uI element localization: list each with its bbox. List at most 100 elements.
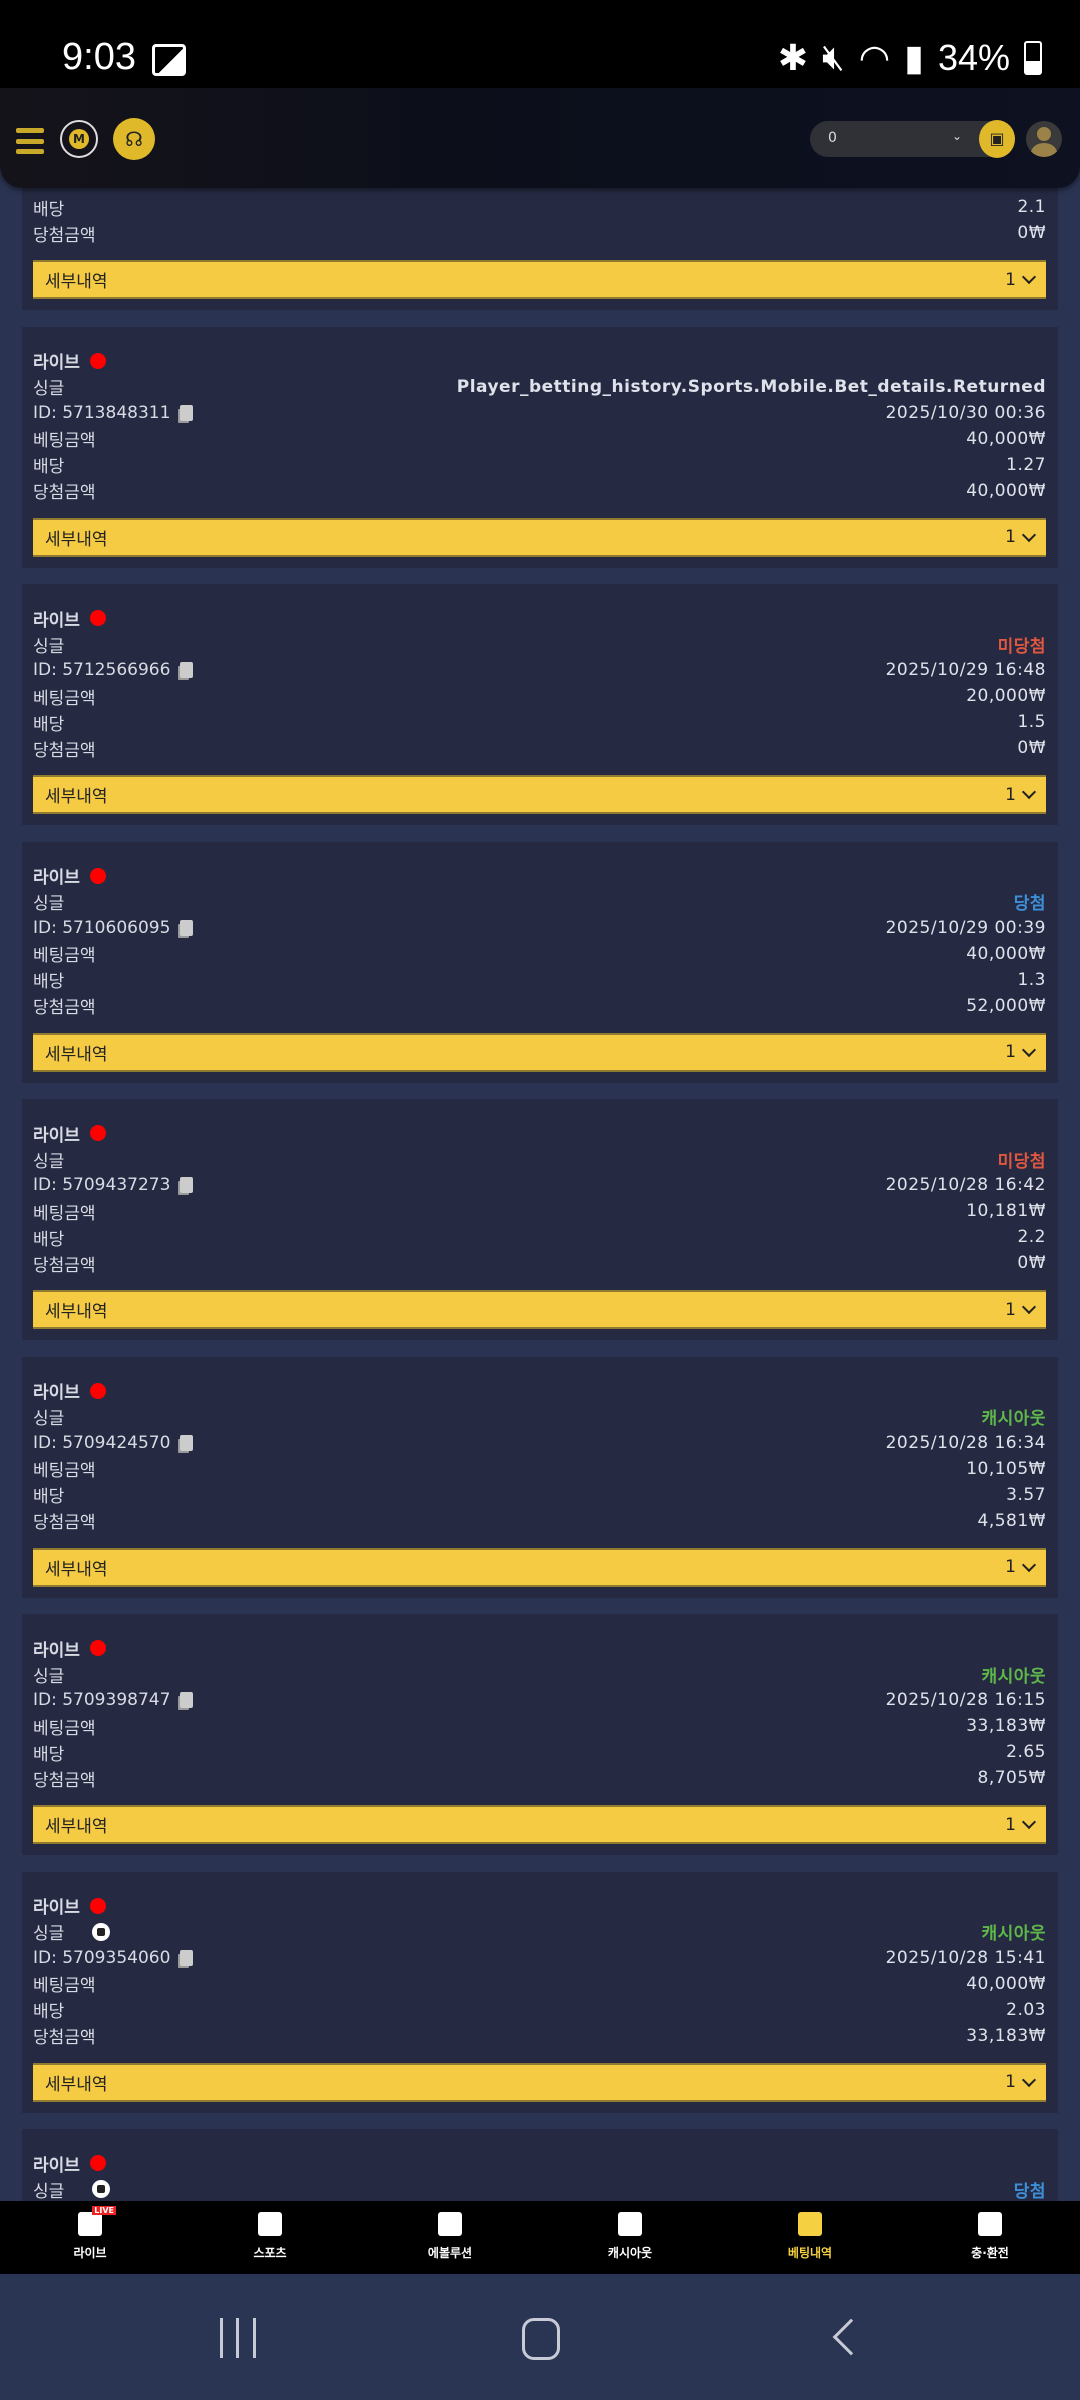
bet-amount: 10,181₩ <box>966 1201 1046 1221</box>
logo-icon[interactable]: M <box>60 120 98 158</box>
bet-type: 싱글 <box>33 1924 65 1944</box>
odds-label: 배당 <box>33 1487 65 1507</box>
bet-type: 싱글 <box>33 379 65 399</box>
bet-row: ID: 5709437273 2025/10/28 16:42 <box>33 1172 1046 1198</box>
details-count: 1 <box>1005 527 1016 547</box>
nav-item-1[interactable]: 스포츠 <box>180 2201 360 2274</box>
details-count: 1 <box>1005 1042 1016 1062</box>
avatar[interactable] <box>1026 121 1062 157</box>
bet-status: 미당첨 <box>997 1151 1046 1172</box>
bet-amount-label: 베팅금액 <box>33 1718 96 1739</box>
details-label: 세부내역 <box>45 1044 108 1065</box>
nav-label: 충·환전 <box>971 2246 1009 2260</box>
odds-value: 1.3 <box>1017 969 1046 990</box>
copy-icon[interactable] <box>180 404 194 421</box>
home-button[interactable] <box>522 2318 560 2360</box>
bet-row: ID: 5709398747 2025/10/28 16:15 <box>33 1687 1046 1713</box>
battery-icon <box>1024 40 1042 75</box>
copy-icon[interactable] <box>180 1949 194 1966</box>
bet-row: ID: 5712566966 2025/10/29 16:48 <box>33 657 1046 683</box>
wallet-icon[interactable]: ▣ <box>979 120 1015 158</box>
bet-history-list: 라이브배당2.1당첨금액0₩세부내역1라이브싱글Player_betting_h… <box>22 69 1058 2387</box>
bet-card: 라이브 싱글 캐시아웃 ID: 5709424570 2025/10/28 16:34 베… <box>22 1356 1058 1598</box>
bet-amount: 40,000₩ <box>966 943 1046 964</box>
bet-date: 2025/10/28 15:41 <box>885 1947 1046 1968</box>
details-toggle[interactable]: 세부내역 1 <box>33 1032 1046 1072</box>
bet-row: 배당 1.3 <box>33 967 1046 993</box>
live-dot-icon <box>89 610 106 626</box>
signal-icon: ▮ <box>904 36 924 78</box>
copy-icon[interactable] <box>180 662 194 678</box>
bet-row: ID: 5709424570 2025/10/28 16:34 <box>33 1430 1046 1456</box>
nav-item-4[interactable]: 베팅내역 <box>720 2201 900 2274</box>
copy-icon[interactable] <box>180 1177 194 1193</box>
bet-row: 당첨금액 0₩ <box>33 735 1046 761</box>
bet-date: 2025/10/29 16:48 <box>885 660 1046 680</box>
odds-value: 2.1 <box>1017 197 1046 217</box>
bet-row: 배당 1.5 <box>33 709 1046 735</box>
details-toggle[interactable]: 세부내역 1 <box>33 1805 1046 1844</box>
odds-label: 배당 <box>33 1744 65 1765</box>
bet-date: 2025/10/30 00:36 <box>885 402 1046 423</box>
nav-item-3[interactable]: 캐시아웃 <box>540 2201 720 2274</box>
odds-value: 1.27 <box>1006 454 1046 475</box>
recent-apps-button[interactable] <box>220 2318 256 2358</box>
clock: 9:03 <box>62 36 136 78</box>
live-label: 라이브 <box>33 1640 80 1661</box>
back-button[interactable] <box>832 2318 870 2356</box>
balance-dropdown[interactable]: 0 ⌄ <box>810 121 1010 157</box>
cashout-icon <box>618 2212 642 2236</box>
bet-amount-label: 베팅금액 <box>33 946 96 966</box>
support-icon[interactable]: ☊ <box>113 118 155 160</box>
bet-status: 캐시아웃 <box>981 1409 1046 1429</box>
chevron-down-icon <box>1021 2072 1037 2087</box>
nav-item-5[interactable]: 충·환전 <box>900 2201 1080 2274</box>
details-toggle[interactable]: 세부내역 1 <box>33 1290 1046 1329</box>
details-toggle[interactable]: 세부내역 1 <box>33 1547 1046 1587</box>
bet-row: 베팅금액 40,000₩ <box>33 426 1046 452</box>
bet-row: 당첨금액 0₩ <box>33 1250 1046 1276</box>
bet-row: ID: 5710606095 2025/10/29 00:39 <box>33 915 1046 941</box>
mute-icon: 🔇︎ <box>822 36 845 77</box>
details-label: 세부내역 <box>45 2074 108 2095</box>
odds-value: 3.57 <box>1006 1484 1046 1505</box>
live-dot-icon <box>89 2155 106 2171</box>
bet-id: ID: 5713848311 <box>33 402 171 423</box>
bet-row: 당첨금액 40,000₩ <box>33 478 1046 504</box>
bet-row: 베팅금액 33,183₩ <box>33 1713 1046 1739</box>
live-label: 라이브 <box>33 2155 80 2176</box>
bet-row: 배당 3.57 <box>33 1482 1046 1508</box>
live-field-icon: LIVE <box>78 2206 116 2236</box>
bet-row: 베팅금액 20,000₩ <box>33 683 1046 709</box>
bet-row: 배당 2.03 <box>33 1997 1046 2023</box>
menu-icon[interactable] <box>16 128 44 154</box>
live-label: 라이브 <box>33 1383 80 1403</box>
details-toggle[interactable]: 세부내역 1 <box>33 517 1046 557</box>
win-amount: 4,581₩ <box>977 1510 1046 1531</box>
deposit-withdraw-icon <box>978 2212 1002 2236</box>
bet-row: 싱글 캐시아웃 <box>33 1919 1046 1945</box>
copy-icon[interactable] <box>180 1434 194 1451</box>
win-amount: 0₩ <box>1017 223 1046 243</box>
bet-row: 싱글 당첨 <box>33 2176 1046 2202</box>
nav-item-0[interactable]: LIVE 라이브 <box>0 2201 180 2274</box>
bet-row: 배당 2.65 <box>33 1739 1046 1765</box>
odds-value: 2.03 <box>1006 1999 1046 2020</box>
nav-item-2[interactable]: 에볼루션 <box>360 2201 540 2274</box>
details-toggle[interactable]: 세부내역 1 <box>33 2062 1046 2102</box>
chevron-down-icon <box>1021 784 1037 800</box>
live-label: 라이브 <box>33 353 80 373</box>
bet-status: 당첨 <box>1013 894 1046 914</box>
win-amount: 0₩ <box>1017 1253 1046 1273</box>
win-amount-label: 당첨금액 <box>33 1513 96 1533</box>
copy-icon[interactable] <box>180 1692 194 1708</box>
win-amount: 52,000₩ <box>966 995 1046 1016</box>
details-label: 세부내역 <box>45 1817 108 1837</box>
bet-status: 캐시아웃 <box>981 1666 1046 1687</box>
details-toggle[interactable]: 세부내역 1 <box>33 260 1046 299</box>
bet-id: ID: 5709424570 <box>33 1432 171 1453</box>
bet-row: 싱글 미당첨 <box>33 631 1046 657</box>
details-toggle[interactable]: 세부내역 1 <box>33 775 1046 814</box>
details-count: 1 <box>1005 1299 1016 1320</box>
copy-icon[interactable] <box>180 919 194 936</box>
